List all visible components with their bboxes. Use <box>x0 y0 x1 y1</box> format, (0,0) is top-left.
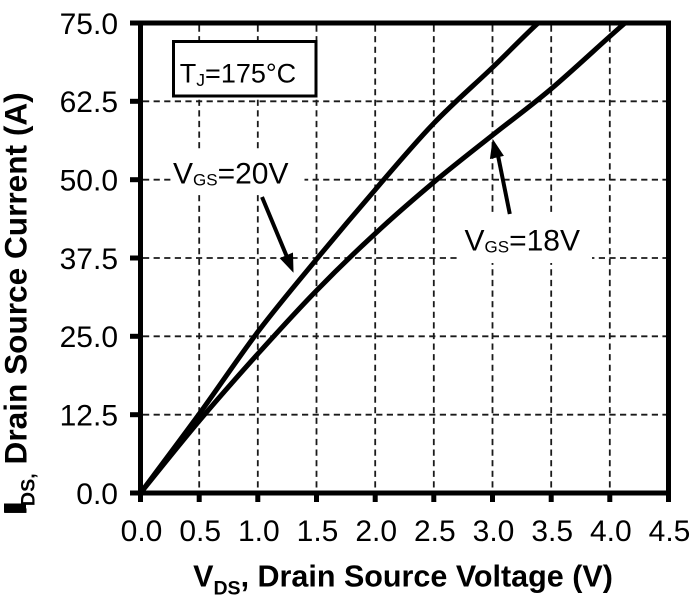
svg-text:VGS=20V: VGS=20V <box>173 158 288 191</box>
svg-text:1.5: 1.5 <box>297 515 339 548</box>
svg-text:4.0: 4.0 <box>590 515 632 548</box>
svg-text:75.0: 75.0 <box>60 8 118 41</box>
svg-text:VGS=18V: VGS=18V <box>465 224 580 257</box>
svg-text:3.0: 3.0 <box>473 515 515 548</box>
svg-text:50.0: 50.0 <box>60 165 118 198</box>
svg-text:2.0: 2.0 <box>355 515 397 548</box>
svg-text:0.5: 0.5 <box>179 515 221 548</box>
svg-text:IDS, Drain Source Current (A): IDS, Drain Source Current (A) <box>0 92 40 515</box>
svg-text:3.5: 3.5 <box>531 515 573 548</box>
svg-text:0.0: 0.0 <box>76 478 118 511</box>
svg-text:VDS, Drain Source Voltage (V): VDS, Drain Source Voltage (V) <box>193 560 613 600</box>
svg-text:0.0: 0.0 <box>121 515 163 548</box>
svg-text:1.0: 1.0 <box>238 515 280 548</box>
svg-text:TJ=175°C: TJ=175°C <box>180 59 296 91</box>
svg-text:37.5: 37.5 <box>60 243 118 276</box>
svg-text:25.0: 25.0 <box>60 321 118 354</box>
svg-text:4.5: 4.5 <box>649 515 691 548</box>
svg-text:2.5: 2.5 <box>414 515 456 548</box>
svg-text:62.5: 62.5 <box>60 86 118 119</box>
svg-text:12.5: 12.5 <box>60 400 118 433</box>
